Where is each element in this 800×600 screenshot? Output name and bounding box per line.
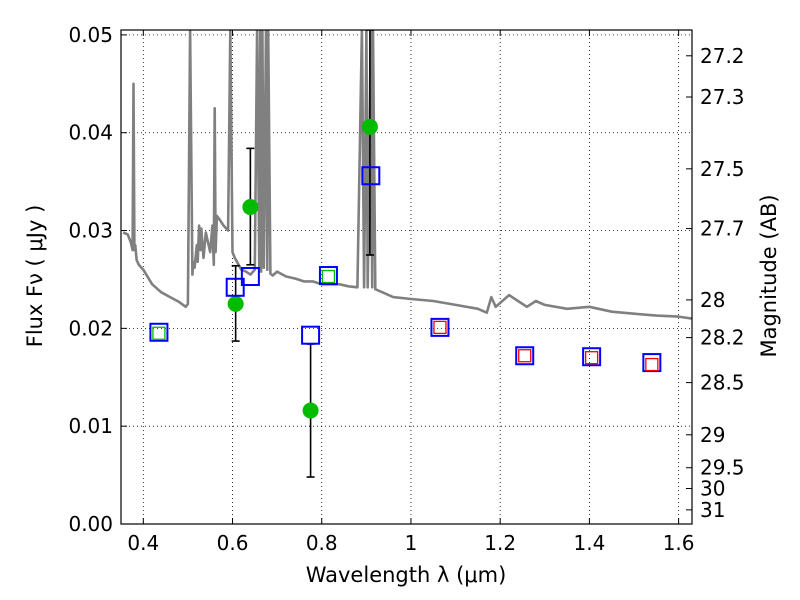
plot-frame bbox=[120, 29, 693, 525]
model-square-blue bbox=[225, 277, 245, 297]
y-tick-label: 0.01 bbox=[68, 414, 113, 438]
model-square-blue bbox=[301, 325, 321, 345]
mag-tick-label: 27.5 bbox=[700, 157, 745, 181]
mag-tick-label: 30 bbox=[700, 476, 725, 500]
y-tick-label: 0.03 bbox=[68, 219, 113, 243]
y-tick-label: 0.00 bbox=[68, 512, 113, 536]
grid-lines bbox=[121, 30, 692, 525]
mag-tick-label: 29.5 bbox=[700, 456, 745, 480]
model-square-inner bbox=[518, 349, 532, 363]
model-square-blue bbox=[430, 317, 450, 337]
mag-tick-label: 29 bbox=[700, 423, 725, 447]
model-square-blue bbox=[582, 347, 602, 367]
model-square-blue bbox=[361, 166, 381, 186]
observed-point bbox=[302, 402, 319, 419]
mag-tick-label: 28.5 bbox=[700, 371, 745, 395]
mag-tick-label: 27.2 bbox=[700, 44, 745, 68]
x-axis-title: Wavelength λ (μm) bbox=[306, 563, 507, 587]
observed-point bbox=[242, 199, 259, 216]
y-tick-label: 0.04 bbox=[68, 121, 113, 145]
ticks-layer: 0.4 0.6 0.8 1 1.2 1.4 1.6 0.00 0.01 0.02 0.03 0.04 0… bbox=[68, 23, 744, 555]
model-square-blue bbox=[318, 266, 338, 286]
x-tick-label: 0.6 bbox=[217, 531, 249, 555]
mag-tick-label: 28 bbox=[700, 288, 725, 312]
series-layer bbox=[122, 30, 692, 478]
model-square-inner bbox=[584, 351, 599, 365]
y-tick-label: 0.02 bbox=[68, 316, 113, 340]
mag-tick-label: 27.7 bbox=[700, 217, 745, 241]
x-tick-label: 1.2 bbox=[484, 531, 516, 555]
x-tick-label: 1 bbox=[405, 531, 418, 555]
observed-point bbox=[361, 118, 378, 135]
model-square-blue bbox=[515, 346, 535, 366]
mag-tick-label: 28.2 bbox=[700, 326, 745, 350]
y2-axis-title: Magnitude (AB) bbox=[757, 194, 781, 357]
y-axis-title: Flux Fν ( μJy ) bbox=[23, 205, 47, 348]
mag-tick-label: 27.3 bbox=[700, 85, 745, 109]
model-square-inner bbox=[433, 320, 447, 335]
x-tick-label: 0.4 bbox=[127, 531, 159, 555]
model-square-blue bbox=[149, 322, 169, 342]
x-tick-label: 1.4 bbox=[573, 531, 605, 555]
x-tick-label: 1.6 bbox=[663, 531, 695, 555]
observed-point bbox=[227, 295, 244, 312]
model-square-inner bbox=[645, 357, 659, 372]
mag-tick-label: 31 bbox=[700, 498, 725, 522]
model-square-inner bbox=[321, 269, 336, 284]
spectrum-line bbox=[122, 30, 692, 320]
model-square-inner bbox=[152, 326, 166, 340]
x-tick-label: 0.8 bbox=[306, 531, 338, 555]
model-square-blue bbox=[240, 267, 260, 287]
y-tick-label: 0.05 bbox=[68, 23, 113, 47]
